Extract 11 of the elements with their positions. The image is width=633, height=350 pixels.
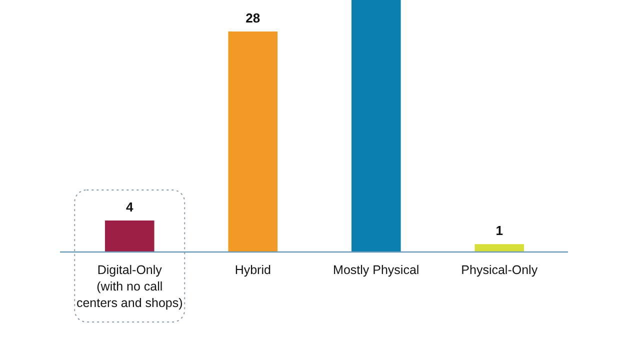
data-label: 28 xyxy=(246,10,260,26)
x-tick-label: Digital-Only (with no call centers and shops) xyxy=(76,263,183,310)
bar xyxy=(351,0,401,252)
bar xyxy=(474,244,524,252)
data-label: 1 xyxy=(496,223,503,238)
bar xyxy=(228,32,278,252)
x-tick-label: Physical-Only xyxy=(461,263,538,277)
x-tick-label: Hybrid xyxy=(234,263,271,277)
data-label: 4 xyxy=(126,200,134,214)
bar xyxy=(104,220,154,252)
x-tick-label: Mostly Physical xyxy=(333,263,420,277)
